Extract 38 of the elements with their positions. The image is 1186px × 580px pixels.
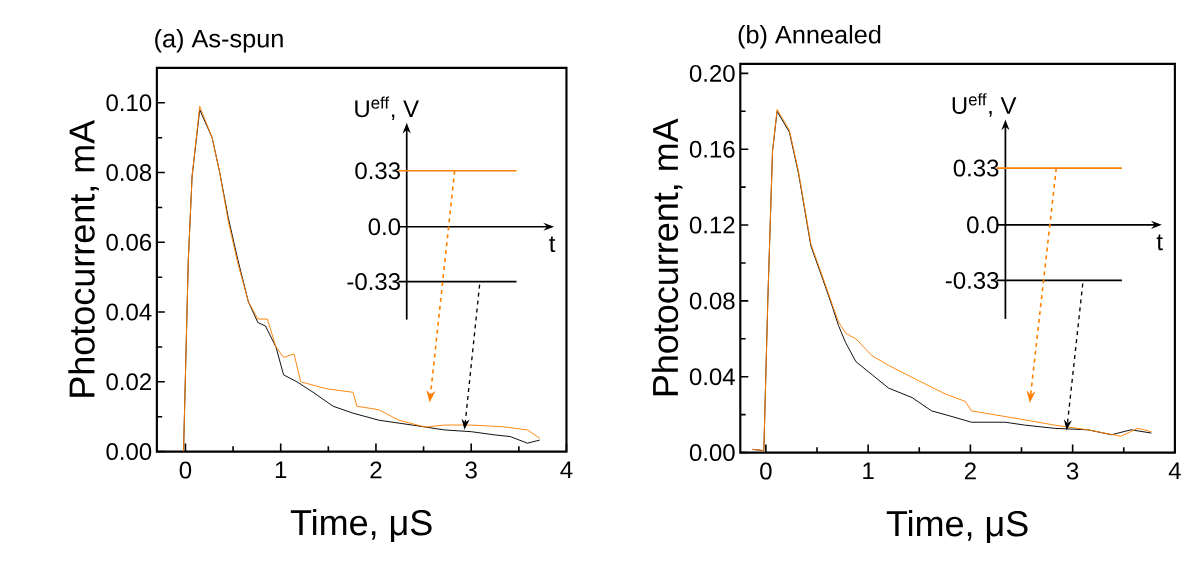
x-tick-label: 0 — [760, 462, 772, 480]
x-axis-title: Time, μS — [886, 509, 1028, 543]
y-tick-label: 0.10 — [106, 94, 152, 112]
annotation: U$^{eff}$, V — [952, 92, 1017, 117]
annotation: U$^{eff}$, V — [355, 96, 419, 120]
annotation: -0.33 — [347, 272, 400, 290]
annotation: 0.33 — [953, 159, 999, 177]
x-tick-label: 0 — [179, 461, 192, 479]
x-tick-label: 3 — [1066, 462, 1079, 480]
x-tick-label: 1 — [863, 462, 874, 479]
y-axis-title: Photocurrent, mA — [68, 119, 100, 397]
x-tick-label: 4 — [1168, 462, 1181, 479]
x-tick-label: 2 — [370, 461, 382, 479]
y-tick-label: 0.20 — [689, 64, 735, 82]
annotation: 0.0 — [368, 218, 401, 236]
annotation: 0.33 — [355, 162, 400, 180]
y-tick-label: 0.00 — [689, 443, 735, 461]
annotation: t — [549, 236, 556, 252]
x-tick-label: 3 — [465, 461, 477, 479]
y-tick-label: 0.04 — [106, 303, 152, 321]
y-tick-label: 0.16 — [689, 140, 735, 158]
y-tick-label: 0.04 — [689, 368, 735, 385]
annotation: t — [1156, 234, 1163, 251]
annotation: -0.33 — [945, 271, 999, 289]
y-tick-label: 0.08 — [106, 163, 152, 181]
x-tick-label: 4 — [560, 461, 573, 478]
y-tick-label: 0.02 — [106, 373, 151, 391]
y-tick-label: 0.08 — [689, 292, 735, 310]
y-tick-label: 0.06 — [106, 233, 152, 251]
x-axis-title: Time, μS — [290, 508, 432, 542]
x-tick-label: 1 — [275, 461, 287, 478]
y-tick-label: 0.12 — [689, 216, 735, 234]
annotation: 0.0 — [967, 216, 999, 234]
y-axis-title: Photocurrent, mA — [651, 118, 683, 396]
chart-title: (b) Annealed — [738, 24, 881, 49]
chart-title: (a) As-spun — [155, 28, 283, 53]
y-tick-label: 0.00 — [106, 442, 152, 460]
x-tick-label: 2 — [964, 462, 976, 480]
